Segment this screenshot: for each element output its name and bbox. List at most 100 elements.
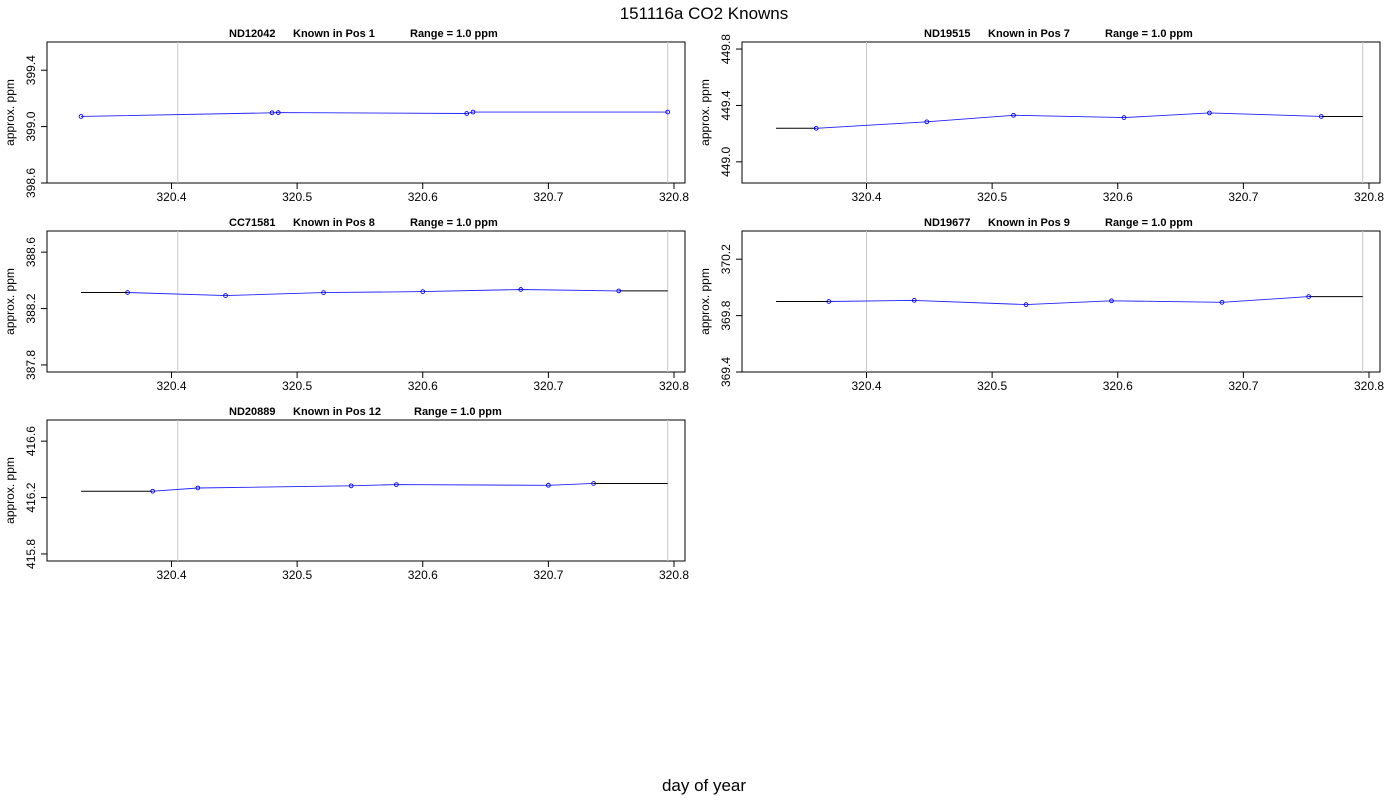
x-tick-label: 320.8 [659,190,689,204]
panel-range-label: Range = 1.0 ppm [410,28,498,40]
x-tick-label: 320.7 [533,568,563,582]
x-tick-label: 320.4 [851,190,881,204]
data-point [125,290,130,295]
plot-frame [46,230,686,373]
data-point [911,298,917,303]
data-point [616,288,622,294]
panel-cc71581: CC71581 Known in Pos 8 Range = 1.0 ppm appr… [3,217,689,393]
data-point [78,114,84,119]
data-point [223,293,228,298]
panel-sample-label: ND12042 [229,28,275,40]
data-point [150,488,156,494]
x-tick-label: 320.8 [1354,379,1384,393]
data-point [348,483,354,489]
data-point [420,289,426,294]
data-point [394,482,399,487]
panel-nd19515: ND19515 Known in Pos 7 Range = 1.0 ppm appr… [698,28,1384,204]
data-point [518,287,524,292]
y-tick-label: 416.2 [24,482,38,512]
x-tick-label: 320.4 [156,568,186,582]
x-tick-label: 320.4 [156,190,186,204]
panels-container: ND12042 Known in Pos 1 Range = 1.0 ppm appr… [3,28,1384,582]
data-point [1121,115,1127,120]
panel-range-label: Range = 1.0 ppm [410,217,498,229]
x-tick-label: 320.6 [1103,190,1133,204]
y-tick-label: 449.4 [719,90,733,120]
x-tick-label: 320.5 [977,190,1007,204]
y-tick-label: 398.6 [24,168,38,198]
x-tick-label: 320.8 [1354,190,1384,204]
panel-position-label: Known in Pos 8 [293,217,375,229]
y-tick-label: 387.8 [24,350,38,380]
x-tick-label: 320.5 [282,379,312,393]
y-tick-label: 399.0 [24,111,38,141]
panel-position-label: Known in Pos 9 [988,217,1070,229]
figure-title: 151116a CO2 Knowns [620,4,789,23]
panel-nd19677: ND19677 Known in Pos 9 Range = 1.0 ppm appr… [698,217,1384,393]
panel-position-label: Known in Pos 12 [293,406,381,418]
x-tick-label: 320.5 [282,568,312,582]
data-point [1023,302,1029,307]
panel-sample-label: CC71581 [229,217,275,229]
series-line [152,482,594,492]
panel-sample-label: ND19677 [924,217,970,229]
y-tick-label: 370.2 [719,244,733,274]
x-tick-label: 320.7 [1228,379,1258,393]
x-tick-label: 320.8 [659,379,689,393]
x-tick-label: 320.8 [659,568,689,582]
data-point [321,290,326,295]
panel-nd20889: ND20889 Known in Pos 12 Range = 1.0 ppm app… [3,406,689,582]
panel-position-label: Known in Pos 1 [293,28,375,40]
x-tick-label: 320.6 [408,568,438,582]
data-point [1306,294,1312,299]
series-line [828,296,1309,306]
data-point [1219,299,1225,305]
data-point [1011,112,1016,118]
panel-sample-label: ND20889 [229,406,275,418]
data-point [464,111,470,116]
data-point [546,482,551,488]
y-axis-label: approx. ppm [3,268,17,335]
x-tick-label: 320.4 [156,379,186,393]
panel-range-label: Range = 1.0 ppm [1105,217,1193,229]
y-axis-label: approx. ppm [698,268,712,335]
x-tick-label: 320.6 [1103,379,1133,393]
x-tick-label: 320.5 [977,379,1007,393]
series-line [816,112,1322,129]
y-tick-label: 399.4 [24,55,38,85]
data-point [826,299,832,304]
panel-sample-label: ND19515 [924,28,970,40]
x-tick-label: 320.7 [1228,190,1258,204]
x-tick-label: 320.4 [851,379,881,393]
series-line [80,111,668,117]
x-tick-label: 320.7 [533,190,563,204]
panel-nd12042: ND12042 Known in Pos 1 Range = 1.0 ppm appr… [3,28,689,204]
series-line [127,289,619,297]
y-tick-label: 388.2 [24,293,38,323]
data-point [665,109,671,115]
x-tick-label: 320.7 [533,379,563,393]
data-point [470,109,476,115]
data-point [813,125,819,131]
y-tick-label: 388.6 [24,237,38,267]
x-tick-label: 320.6 [408,190,438,204]
y-axis-label: approx. ppm [3,457,17,524]
data-point [1318,114,1324,119]
data-point [195,485,201,491]
plot-frame [741,230,1381,373]
data-point [924,119,930,125]
plot-frame [46,41,686,184]
y-axis-label: approx. ppm [698,79,712,146]
data-point [591,481,596,486]
y-tick-label: 416.6 [24,426,38,456]
data-point [275,110,281,115]
panel-range-label: Range = 1.0 ppm [1105,28,1193,40]
y-tick-label: 449.8 [719,34,733,64]
y-axis-label: approx. ppm [3,79,17,146]
data-point [1109,298,1114,304]
panel-position-label: Known in Pos 7 [988,28,1070,40]
y-tick-label: 369.4 [719,357,733,387]
y-tick-label: 415.8 [24,539,38,569]
x-tick-label: 320.5 [282,190,312,204]
